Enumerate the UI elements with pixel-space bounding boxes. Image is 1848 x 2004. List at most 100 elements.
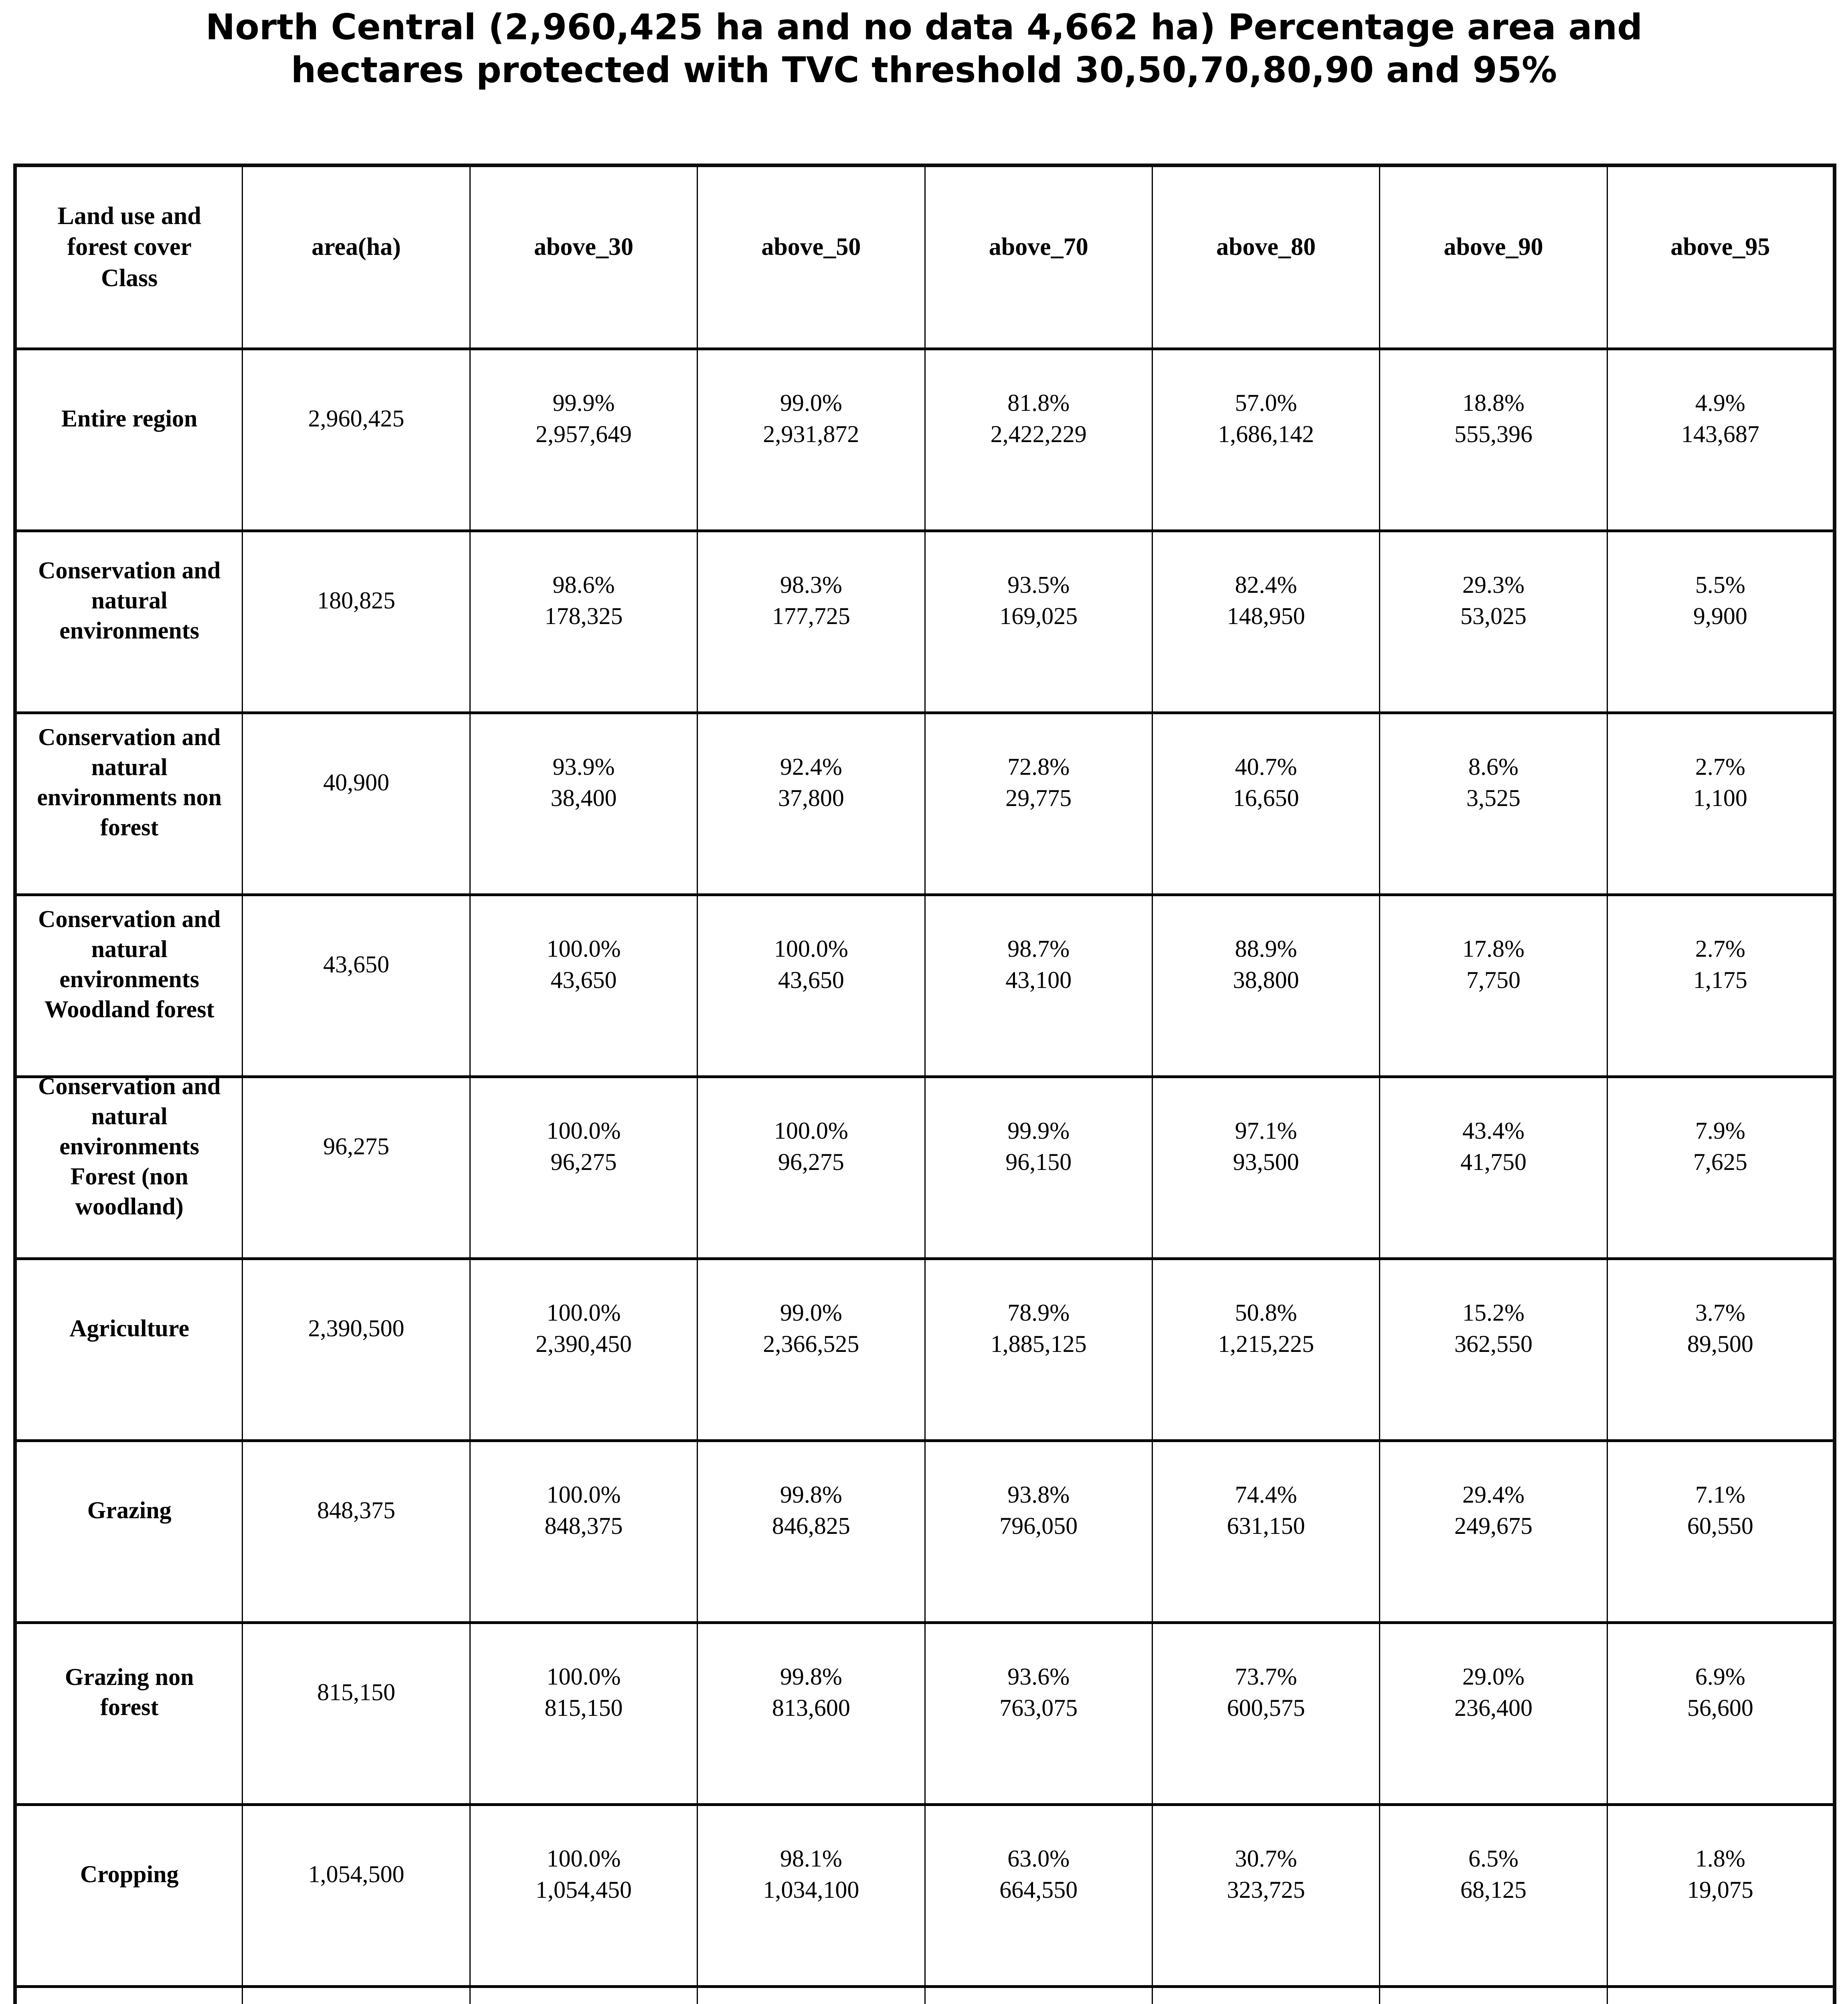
percent-value: 98.7%: [1007, 935, 1070, 962]
threshold-cell: 99.6%474,550: [697, 1985, 926, 2004]
threshold-cell: 30.7% 323,725: [1151, 1803, 1381, 1988]
percent-value: 5.5%: [1695, 572, 1745, 598]
table-row: Irrigation476,575100.0%476,57599.6%474,5…: [14, 1985, 1836, 2004]
percent-value: 43.4%: [1462, 1117, 1524, 1144]
hectares-value: 249,675: [1454, 1513, 1533, 1539]
land-use-class-cell: Conservation and natural environments Fo…: [14, 1073, 243, 1260]
area-value: 2,390,500: [308, 1315, 404, 1341]
threshold-cell: 78.9% 1,885,125: [924, 1257, 1153, 1442]
threshold-cell: 100.0% 2,390,450: [469, 1257, 698, 1442]
land-use-class-cell: Grazing: [14, 1439, 243, 1624]
percent-value: 100.0%: [774, 1117, 848, 1144]
percent-value: 63.0%: [1007, 1845, 1070, 1872]
percent-value: 99.9%: [552, 390, 615, 416]
hectares-value: 169,025: [999, 603, 1078, 629]
percent-value: 93.9%: [552, 754, 615, 780]
threshold-cell: 98.7% 43,100: [924, 893, 1153, 1078]
threshold-cell: 97.1% 93,500: [1151, 1075, 1381, 1260]
percent-value: 98.6%: [552, 572, 615, 598]
threshold-cell: 82.4% 148,950: [1151, 529, 1381, 714]
hectares-value: 1,686,142: [1218, 421, 1314, 447]
table-row: Grazing 848,375 100.0% 848,375 99.8% 846,825 9…: [14, 1439, 1836, 1624]
hectares-value: 2,422,229: [990, 421, 1087, 447]
hectares-value: 1,175: [1693, 967, 1747, 993]
hectares-value: 2,931,872: [763, 421, 859, 447]
hectares-value: 2,957,649: [535, 421, 632, 447]
hectares-value: 43,100: [1005, 967, 1072, 993]
land-use-class-cell: Grazing non forest: [14, 1621, 243, 1806]
hectares-value: 846,825: [772, 1513, 850, 1539]
threshold-cell: 88.9% 38,800: [1151, 893, 1381, 1078]
percent-value: 99.8%: [780, 1481, 842, 1508]
hectares-value: 43,650: [778, 967, 844, 993]
percent-value: 8.6%: [1468, 754, 1518, 780]
threshold-cell: 98.3% 177,725: [697, 529, 926, 714]
land-use-class-cell: Conservation and natural environments no…: [14, 711, 243, 896]
threshold-cell: 18.8% 555,396: [1379, 347, 1608, 532]
table-row: Agriculture 2,390,500 100.0% 2,390,450 99.0%…: [14, 1257, 1836, 1442]
area-value: 2,960,425: [308, 405, 404, 432]
percent-value: 29.4%: [1462, 1481, 1524, 1508]
area-cell: 180,825: [242, 529, 471, 714]
hectares-value: 89,500: [1687, 1331, 1753, 1357]
hectares-value: 41,750: [1460, 1149, 1527, 1175]
land-use-class-label: Irrigation: [17, 1988, 242, 2004]
land-use-class-cell: Irrigation: [14, 1985, 243, 2004]
threshold-cell: 6.5% 68,125: [1379, 1803, 1608, 1988]
land-use-class-label: Cropping: [80, 1861, 179, 1887]
header-row: Land use and forest cover Class area(ha)…: [14, 164, 1836, 350]
percent-value: 92.4%: [780, 754, 842, 780]
tvc-threshold-table: Land use and forest cover Class area(ha)…: [13, 164, 1836, 2004]
threshold-cell: 98.6% 178,325: [469, 529, 698, 714]
percent-value: 1.8%: [1695, 1845, 1745, 1872]
threshold-cell: 15.2% 362,550: [1379, 1257, 1608, 1442]
land-use-class-cell: Cropping: [14, 1803, 243, 1988]
land-use-class-label: Conservation and natural environments: [38, 557, 221, 644]
area-value: 815,150: [317, 1679, 396, 1705]
threshold-cell: 99.8% 846,825: [697, 1439, 926, 1624]
percent-value: 74.4%: [1235, 1481, 1297, 1508]
hectares-value: 796,050: [999, 1513, 1078, 1539]
percent-value: 40.7%: [1235, 754, 1297, 780]
col-header-class: Land use and forest cover Class: [14, 164, 243, 350]
threshold-cell: 1.7%8,275: [1606, 1985, 1836, 2004]
threshold-cell: 81.8% 2,422,229: [924, 347, 1153, 532]
threshold-cell: 29.4% 249,675: [1379, 1439, 1608, 1624]
table-row: Grazing non forest 815,150 100.0% 815,150 99…: [14, 1621, 1836, 1806]
hectares-value: 600,575: [1227, 1695, 1305, 1721]
area-value: 848,375: [317, 1497, 396, 1523]
hectares-value: 68,125: [1460, 1877, 1527, 1903]
hectares-value: 37,800: [778, 785, 844, 811]
threshold-cell: 100.0% 96,275: [469, 1075, 698, 1260]
percent-value: 82.4%: [1235, 572, 1297, 598]
threshold-cell: 2.7% 1,175: [1606, 893, 1836, 1078]
hectares-value: 16,650: [1233, 785, 1299, 811]
area-value: 96,275: [323, 1133, 390, 1160]
page-title-line2: hectares protected with TVC threshold 30…: [291, 49, 1557, 91]
land-use-class-label: Grazing: [87, 1497, 172, 1523]
hectares-value: 848,375: [544, 1513, 623, 1539]
hectares-value: 96,150: [1005, 1149, 1072, 1175]
hectares-value: 631,150: [1227, 1513, 1305, 1539]
area-cell: 2,960,425: [242, 347, 471, 532]
hectares-value: 815,150: [544, 1695, 623, 1721]
hectares-value: 7,625: [1693, 1149, 1747, 1175]
threshold-cell: 99.0% 2,366,525: [697, 1257, 926, 1442]
percent-value: 100.0%: [546, 1663, 621, 1690]
percent-value: 100.0%: [546, 1299, 621, 1326]
hectares-value: 1,054,450: [535, 1877, 632, 1903]
percent-value: 72.8%: [1007, 754, 1070, 780]
percent-value: 78.9%: [1007, 1299, 1070, 1326]
percent-value: 99.0%: [780, 1299, 842, 1326]
table-row: Conservation and natural environments Wo…: [14, 893, 1836, 1078]
percent-value: 100.0%: [546, 1845, 621, 1872]
land-use-class-label: Conservation and natural environments Fo…: [38, 1073, 221, 1220]
percent-value: 100.0%: [546, 1481, 621, 1508]
land-use-class-cell: Conservation and natural environments: [14, 529, 243, 714]
percent-value: 81.8%: [1007, 390, 1070, 416]
hectares-value: 38,800: [1233, 967, 1299, 993]
area-cell: 815,150: [242, 1621, 471, 1806]
area-value: 180,825: [317, 587, 396, 614]
area-cell: 848,375: [242, 1439, 471, 1624]
